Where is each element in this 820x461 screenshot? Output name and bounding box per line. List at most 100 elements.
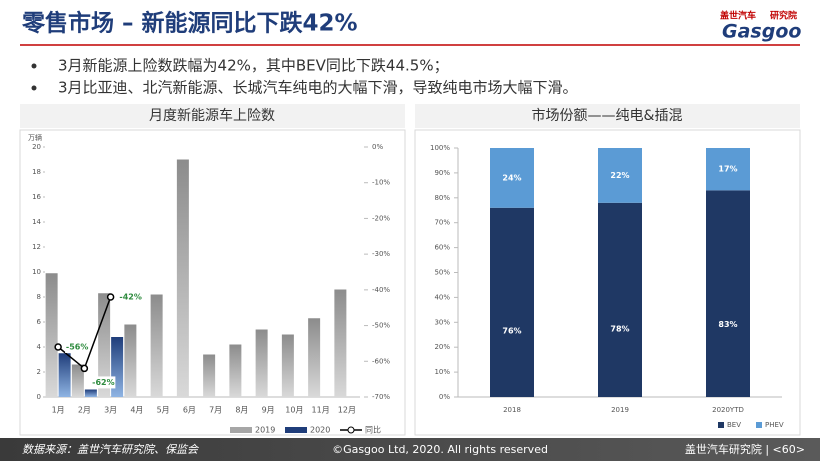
y-axis-label: 万辆 bbox=[28, 133, 42, 142]
x-tick-label: 10月 bbox=[285, 406, 303, 415]
y2-tick-label: -50% bbox=[372, 322, 390, 330]
y-tick-label: 12 bbox=[32, 243, 41, 251]
y-tick-label: 16 bbox=[32, 193, 41, 201]
data-label-bg bbox=[65, 341, 90, 353]
y-tick-label: 40% bbox=[434, 293, 450, 301]
bar-segment bbox=[706, 148, 750, 191]
y2-tick-label: -10% bbox=[372, 179, 390, 187]
logo-cn: 盖世汽车 bbox=[720, 10, 756, 22]
y2-tick-label: -60% bbox=[372, 357, 390, 365]
y-tick-label: 8 bbox=[37, 293, 41, 301]
x-tick-label: 2020YTD bbox=[712, 406, 744, 414]
y-tick-label: 6 bbox=[37, 318, 42, 326]
data-label: -42% bbox=[119, 293, 141, 302]
y-tick-label: 0 bbox=[37, 393, 41, 401]
legend-label: BEV bbox=[727, 421, 741, 429]
chart-title-band bbox=[20, 104, 405, 128]
x-tick-label: 1月 bbox=[52, 406, 65, 415]
x-tick-label: 7月 bbox=[209, 406, 222, 415]
footer-brand: 盖世汽车研究院 | <60> bbox=[685, 442, 805, 456]
legend-swatch bbox=[718, 422, 724, 428]
x-tick-label: 2018 bbox=[503, 406, 521, 414]
bar-segment bbox=[598, 148, 642, 203]
x-tick-label: 9月 bbox=[262, 406, 275, 415]
y-tick-label: 10% bbox=[434, 368, 450, 376]
bar bbox=[308, 318, 321, 397]
data-label: 78% bbox=[610, 325, 629, 334]
y-tick-label: 80% bbox=[434, 194, 450, 202]
y-tick-label: 90% bbox=[434, 169, 450, 177]
x-tick-label: 8月 bbox=[235, 406, 248, 415]
legend-swatch bbox=[756, 422, 762, 428]
y-tick-label: 2 bbox=[37, 368, 41, 376]
y-tick-label: 0% bbox=[439, 393, 450, 401]
bar bbox=[45, 273, 58, 397]
bar bbox=[98, 293, 111, 397]
data-label: 76% bbox=[502, 326, 521, 335]
bar bbox=[334, 289, 347, 397]
bar-segment bbox=[598, 202, 642, 397]
x-tick-label: 12月 bbox=[338, 406, 356, 415]
footer-bar bbox=[0, 438, 820, 461]
x-tick-label: 6月 bbox=[183, 406, 196, 415]
chart-title: 月度新能源车上险数 bbox=[149, 107, 275, 124]
logo-tag: 研究院 bbox=[770, 10, 797, 22]
x-tick-label: 2019 bbox=[611, 406, 629, 414]
chart-frame bbox=[414, 129, 801, 436]
bar-segment bbox=[490, 148, 534, 208]
y-tick-label: 14 bbox=[32, 218, 41, 226]
bar bbox=[71, 364, 84, 397]
bar bbox=[229, 344, 242, 397]
footer-copyright: ©Gasgoo Ltd, 2020. All rights reserved bbox=[332, 443, 548, 456]
y-tick-label: 30% bbox=[434, 318, 450, 326]
legend-swatch bbox=[230, 427, 252, 433]
yoy-point bbox=[80, 364, 89, 373]
x-tick-label: 5月 bbox=[157, 406, 170, 415]
bullet-dot bbox=[31, 63, 37, 69]
yoy-point bbox=[54, 343, 62, 351]
bar bbox=[124, 324, 137, 397]
x-tick-label: 11月 bbox=[312, 406, 330, 415]
legend-label: 同比 bbox=[365, 425, 381, 435]
footer-source: 数据来源：盖世汽车研究院、保监会 bbox=[22, 443, 199, 456]
bar bbox=[58, 353, 71, 397]
y-tick-label: 100% bbox=[430, 144, 450, 152]
bar bbox=[203, 354, 216, 397]
data-label: 24% bbox=[502, 173, 521, 182]
data-label-bg bbox=[118, 291, 143, 303]
y-tick-label: 20% bbox=[434, 343, 450, 351]
y-tick-label: 60% bbox=[434, 244, 450, 252]
slide-title: 零售市场 – 新能源同比下跌42% bbox=[21, 10, 358, 37]
data-label: 22% bbox=[610, 171, 629, 180]
legend-label: 2019 bbox=[255, 426, 275, 435]
legend-label: PHEV bbox=[765, 421, 784, 429]
y2-tick-label: -70% bbox=[372, 393, 390, 401]
bar bbox=[255, 329, 268, 397]
bullet: 3月比亚迪、北汽新能源、长城汽车纯电的大幅下滑，导致纯电市场大幅下滑。 bbox=[58, 79, 578, 97]
x-tick-label: 3月 bbox=[104, 406, 117, 415]
legend-swatch bbox=[285, 427, 307, 433]
data-label: -56% bbox=[66, 343, 88, 352]
legend-swatch bbox=[347, 426, 355, 434]
data-label-bg bbox=[91, 376, 116, 389]
data-label: 83% bbox=[718, 320, 737, 329]
bar bbox=[84, 389, 97, 397]
bullet-dot bbox=[31, 85, 37, 91]
chart-title: 市场份额——纯电&插混 bbox=[532, 107, 683, 124]
bar bbox=[281, 334, 294, 397]
x-tick-label: 2月 bbox=[78, 406, 91, 415]
y2-tick-label: -20% bbox=[372, 214, 390, 222]
y2-tick-label: 0% bbox=[372, 143, 383, 151]
y-tick-label: 4 bbox=[37, 343, 42, 351]
chart-frame bbox=[19, 129, 406, 436]
chart-title-band bbox=[415, 104, 800, 128]
data-label: -62% bbox=[92, 378, 114, 387]
bar-segment bbox=[706, 190, 750, 397]
logo-en: Gasgoo bbox=[722, 21, 801, 43]
y-tick-label: 20 bbox=[32, 143, 41, 151]
bar bbox=[150, 294, 163, 397]
legend-label: 2020 bbox=[310, 426, 330, 435]
yoy-point bbox=[106, 293, 115, 301]
y2-tick-label: -30% bbox=[372, 250, 390, 258]
